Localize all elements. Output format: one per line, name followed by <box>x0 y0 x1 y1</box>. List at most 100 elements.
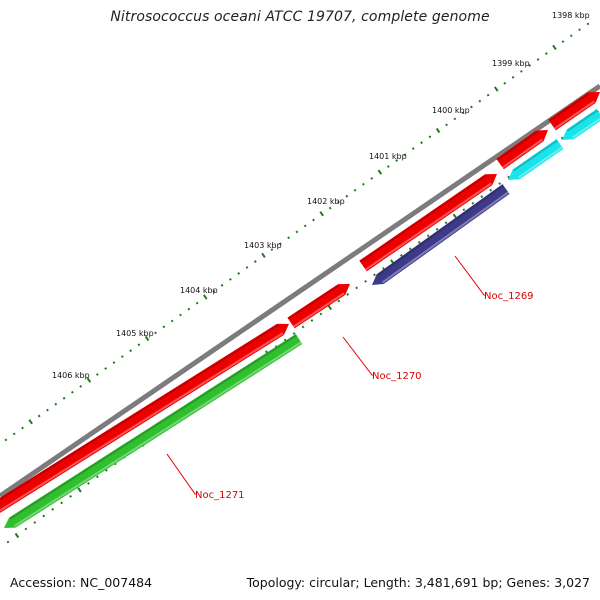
minor-tick <box>373 273 376 277</box>
kbp-label: 1404 kbp <box>180 286 218 295</box>
minor-tick <box>137 343 141 347</box>
minor-tick <box>417 240 421 244</box>
major-tick <box>28 419 33 425</box>
minor-tick <box>462 208 466 212</box>
minor-tick <box>478 99 482 103</box>
minor-tick <box>370 176 374 180</box>
minor-tick <box>382 266 385 270</box>
leader-line <box>454 255 486 296</box>
minor-tick <box>4 438 8 442</box>
forward-cds-upstream-1[interactable] <box>548 87 600 131</box>
minor-tick <box>503 81 507 85</box>
minor-tick <box>364 280 367 283</box>
minor-tick <box>319 312 323 316</box>
minor-tick <box>586 22 590 26</box>
minor-tick <box>162 325 166 329</box>
minor-tick <box>498 182 502 186</box>
cds-noc-1271[interactable] <box>1 333 303 533</box>
minor-tick <box>312 218 315 222</box>
minor-tick <box>420 141 423 145</box>
major-tick <box>319 211 324 217</box>
minor-tick <box>220 283 224 287</box>
minor-tick <box>470 105 473 109</box>
reverse-cds-upstream-cyan-1[interactable] <box>559 109 600 145</box>
reverse-cds-upstream-cyan-2[interactable] <box>505 139 564 185</box>
minor-tick <box>195 301 199 305</box>
minor-tick <box>445 123 448 127</box>
gene-label-noc-1270[interactable]: Noc_1270 <box>372 371 422 382</box>
minor-tick <box>480 195 484 199</box>
kbp-label: 1400 kbp <box>432 106 470 115</box>
minor-tick <box>129 349 132 353</box>
major-tick <box>377 169 383 175</box>
minor-tick <box>453 117 457 121</box>
minor-tick <box>346 293 350 296</box>
minor-tick <box>212 289 216 293</box>
minor-tick <box>187 307 191 311</box>
minor-tick <box>46 408 49 412</box>
minor-tick <box>519 69 523 73</box>
minor-tick <box>79 384 83 388</box>
minor-tick <box>511 75 515 79</box>
minor-tick <box>561 40 565 44</box>
minor-tick <box>578 28 581 32</box>
major-tick <box>86 377 92 383</box>
minor-tick <box>560 136 564 140</box>
major-tick <box>203 294 208 300</box>
minor-tick <box>428 135 432 139</box>
minor-tick <box>489 188 493 192</box>
kbp-label: 1405 kbp <box>116 329 154 338</box>
minor-tick <box>253 260 257 263</box>
cds-noc-1270[interactable] <box>287 279 353 329</box>
accession-text: Accession: NC_007484 <box>10 575 153 590</box>
minor-tick <box>426 234 430 238</box>
major-tick <box>261 252 266 258</box>
minor-tick <box>461 111 465 115</box>
minor-tick <box>228 277 232 281</box>
minor-tick <box>69 495 72 498</box>
forward-cds-downstream[interactable] <box>0 318 292 515</box>
cds-noc-1269[interactable] <box>369 184 510 290</box>
kbp-label: 1398 kbp <box>552 11 590 20</box>
kbp-label-group: 1398 kbp 1399 kbp 1400 kbp 1401 kbp 1402 kbp… <box>52 11 590 380</box>
minor-tick <box>42 514 46 518</box>
minor-tick <box>303 224 307 228</box>
minor-tick <box>395 159 399 162</box>
minor-tick <box>270 248 274 252</box>
minor-tick <box>301 325 305 329</box>
minor-tick <box>120 355 124 359</box>
label-leaders <box>166 255 486 495</box>
minor-tick <box>179 313 182 317</box>
minor-tick <box>24 527 28 531</box>
gene-label-noc-1269[interactable]: Noc_1269 <box>484 291 534 302</box>
minor-tick <box>403 153 407 156</box>
kbp-label: 1403 kbp <box>244 241 282 250</box>
minor-tick <box>411 147 415 151</box>
minor-tick <box>170 319 174 323</box>
major-tick <box>77 487 82 493</box>
minor-tick <box>51 508 55 511</box>
minor-tick <box>435 227 439 231</box>
minor-tick <box>237 272 241 275</box>
kbp-label: 1401 kbp <box>369 152 407 161</box>
leader-line <box>166 453 197 495</box>
minor-tick <box>362 182 365 186</box>
gene-label-noc-1271[interactable]: Noc_1271 <box>195 490 245 501</box>
forward-strand-track <box>0 87 600 515</box>
forward-cds-upstream-3[interactable] <box>359 169 500 272</box>
minor-tick <box>328 206 332 210</box>
genome-backbone <box>0 83 600 499</box>
minor-tick <box>37 414 41 418</box>
major-tick <box>494 86 499 92</box>
forward-cds-upstream-2[interactable] <box>496 125 552 170</box>
major-tick <box>552 44 557 50</box>
minor-tick <box>87 481 90 485</box>
minor-tick <box>292 332 296 335</box>
minor-tick <box>60 501 64 505</box>
minor-tick <box>54 402 58 406</box>
minor-tick <box>337 299 341 303</box>
major-tick <box>14 532 20 539</box>
minor-tick <box>278 242 282 246</box>
minor-tick <box>295 230 299 234</box>
minor-tick <box>337 200 340 204</box>
